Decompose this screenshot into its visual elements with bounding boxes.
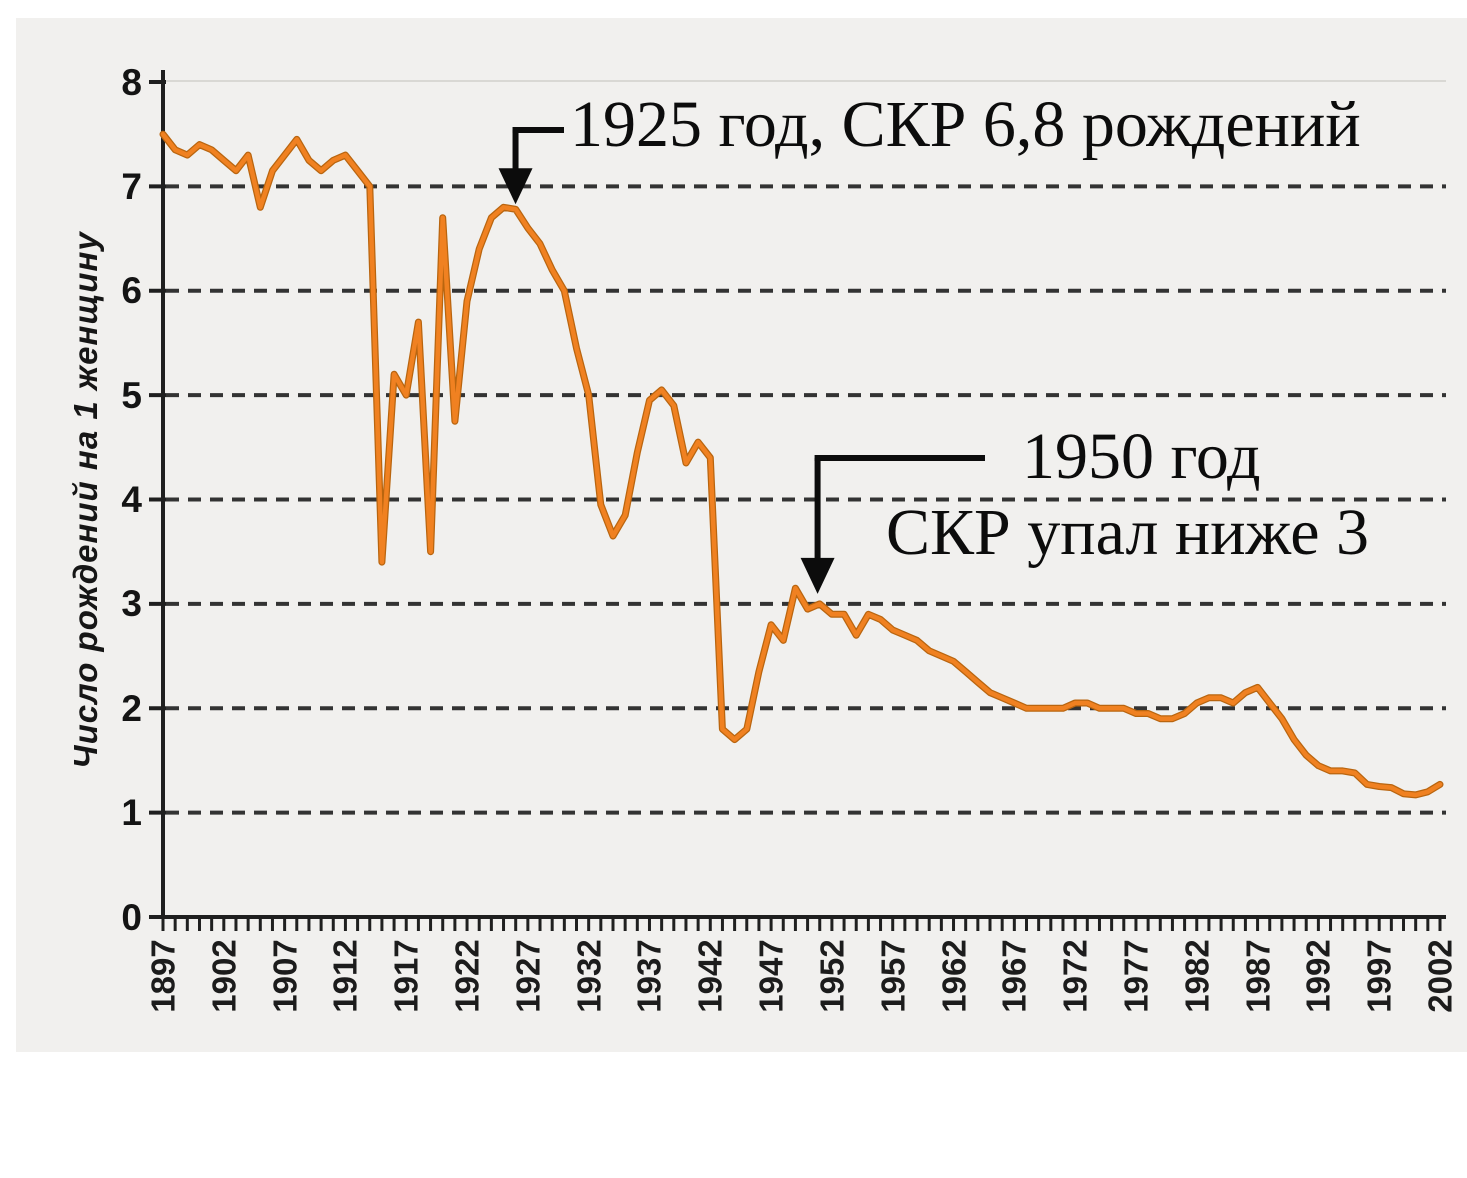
x-tick-label: 1937 bbox=[630, 939, 668, 1013]
x-tick-label: 1902 bbox=[205, 939, 243, 1013]
x-tick-label: 1897 bbox=[144, 939, 182, 1013]
y-tick-label: 6 bbox=[121, 270, 142, 312]
x-tick-label: 1932 bbox=[570, 939, 608, 1013]
x-tick-label: 1947 bbox=[752, 939, 790, 1013]
annotation-1950-line1: 1950 год bbox=[1022, 420, 1261, 493]
x-tick-label: 1982 bbox=[1178, 939, 1216, 1013]
y-tick-label: 0 bbox=[121, 896, 142, 938]
y-tick-label: 8 bbox=[121, 61, 142, 103]
x-tick-label: 1962 bbox=[935, 939, 973, 1013]
x-tick-label: 1957 bbox=[874, 939, 912, 1013]
annotation-arrowhead-1 bbox=[498, 168, 533, 205]
annotation-arrowhead-2 bbox=[800, 557, 835, 594]
x-tick-label: 1912 bbox=[326, 939, 364, 1013]
x-tick-label: 1967 bbox=[995, 939, 1033, 1013]
y-tick-label: 1 bbox=[121, 792, 142, 834]
x-tick-label: 1977 bbox=[1117, 939, 1155, 1013]
fertility-line bbox=[160, 131, 1443, 798]
x-tick-label: 1997 bbox=[1360, 939, 1398, 1013]
x-tick-label: 1952 bbox=[813, 939, 851, 1013]
x-tick-label: 1927 bbox=[509, 939, 547, 1013]
y-tick-label: 3 bbox=[121, 583, 142, 625]
annotation-1950-line2: СКР упал ниже 3 bbox=[886, 496, 1370, 569]
x-tick-label: 2002 bbox=[1421, 939, 1459, 1013]
x-tick-label: 1917 bbox=[387, 939, 425, 1013]
x-tick-label: 1922 bbox=[448, 939, 486, 1013]
x-tick-label: 1942 bbox=[691, 939, 729, 1013]
y-tick-label: 4 bbox=[121, 479, 142, 520]
y-tick-label: 7 bbox=[121, 165, 142, 207]
annotation-1925: 1925 год, СКР 6,8 рождений bbox=[570, 88, 1361, 161]
y-tick-label: 5 bbox=[121, 374, 142, 416]
x-tick-label: 1972 bbox=[1056, 939, 1094, 1013]
x-tick-label: 1992 bbox=[1299, 939, 1337, 1013]
x-tick-label: 1907 bbox=[266, 939, 304, 1013]
x-tick-label: 1987 bbox=[1239, 939, 1277, 1013]
y-tick-label: 2 bbox=[121, 687, 142, 729]
